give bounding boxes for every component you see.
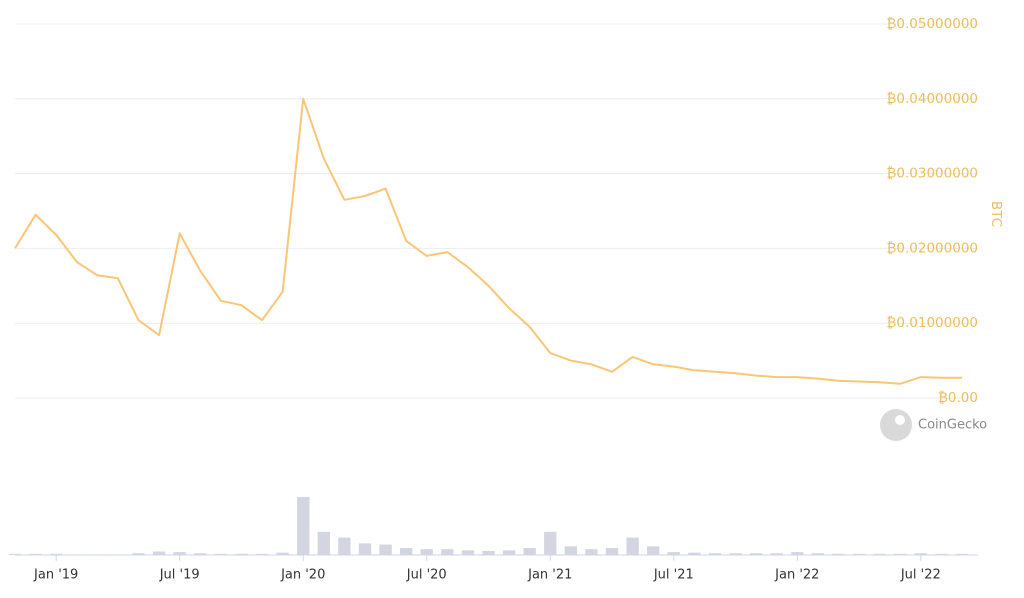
volume-bar xyxy=(441,549,454,555)
volume-bar xyxy=(688,552,701,555)
volume-bar xyxy=(338,537,351,555)
volume-bar xyxy=(873,553,886,555)
x-tick-label: Jul '20 xyxy=(406,568,447,583)
x-tick-label: Jan '22 xyxy=(774,568,819,583)
y-tick-label: ₿0.05000000 xyxy=(886,16,978,32)
x-tick-label: Jan '20 xyxy=(280,568,325,583)
volume-bar xyxy=(605,548,619,555)
x-tick-label: Jul '19 xyxy=(159,568,200,583)
volume-bar xyxy=(399,548,413,555)
x-tick-label: Jan '21 xyxy=(527,568,572,583)
volume-bar xyxy=(276,552,289,555)
volume-bar xyxy=(194,553,207,555)
volume-bar xyxy=(235,553,248,555)
volume-bar xyxy=(29,553,42,555)
volume-bar xyxy=(214,553,228,555)
volume-bar xyxy=(708,553,722,555)
volume-bar xyxy=(173,552,186,555)
volume-bar xyxy=(832,553,845,555)
x-tick-label: Jul '22 xyxy=(900,568,941,583)
volume-bar xyxy=(564,546,578,555)
y-tick-label: ₿0.00 xyxy=(938,390,978,406)
watermark: CoinGecko xyxy=(918,418,987,433)
volume-bar xyxy=(894,553,907,555)
logo xyxy=(880,409,912,441)
volume-bar xyxy=(502,550,516,555)
volume-bar xyxy=(461,550,475,555)
volume-bar xyxy=(379,544,392,555)
volume-bar xyxy=(647,546,660,555)
volume-bar xyxy=(791,552,804,555)
volume-bar xyxy=(297,497,310,555)
volume-bar xyxy=(317,531,330,555)
volume-bar xyxy=(255,553,269,555)
volume-bar xyxy=(770,553,783,555)
volume-bar xyxy=(626,537,639,555)
volume-bar xyxy=(955,553,969,555)
volume-bar xyxy=(749,553,763,555)
volume-bar xyxy=(152,551,166,555)
y-tick-label: ₿0.04000000 xyxy=(886,91,978,107)
volume-bar xyxy=(585,549,598,555)
volume-bar xyxy=(49,553,63,555)
volume-bar xyxy=(667,552,680,555)
volume-bar xyxy=(729,553,742,555)
x-tick-label: Jul '21 xyxy=(653,568,694,583)
logo-eye xyxy=(895,415,905,425)
y-tick-label: ₿0.03000000 xyxy=(886,166,978,182)
volume-bar xyxy=(811,553,825,555)
volume-bar xyxy=(523,548,536,555)
volume-bar xyxy=(358,543,372,555)
volume-bar xyxy=(852,553,866,555)
volume-bar xyxy=(8,553,22,555)
y-tick-label: ₿0.02000000 xyxy=(886,240,978,256)
volume-bar xyxy=(914,553,928,555)
volume-bar xyxy=(935,553,948,555)
volume-bar xyxy=(544,531,557,555)
y-axis-label: BTC xyxy=(988,201,1004,227)
volume-bar xyxy=(482,550,495,555)
price-line xyxy=(14,97,962,385)
volume-bar xyxy=(132,553,145,555)
x-tick-label: Jan '19 xyxy=(33,568,78,583)
y-tick-label: ₿0.01000000 xyxy=(886,315,978,331)
volume-bar xyxy=(420,549,433,555)
